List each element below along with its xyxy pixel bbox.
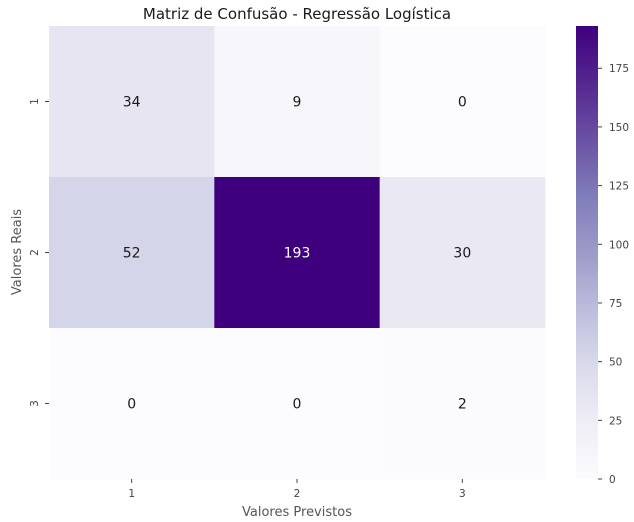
colorbar-tick-label: 150 xyxy=(609,122,629,134)
cell-value-label: 9 xyxy=(293,95,302,111)
x-axis-label: Valores Previstos xyxy=(242,505,352,520)
heatmap-cell xyxy=(49,328,215,480)
x-tick-label: 2 xyxy=(294,488,301,500)
colorbar xyxy=(576,26,598,479)
heatmap-cell xyxy=(379,328,546,480)
x-tick-labels: 1 2 3 xyxy=(128,479,466,500)
cell-value-label: 193 xyxy=(284,246,311,262)
y-tick-label: 3 xyxy=(29,400,41,407)
chart-title: Matriz de Confusão - Regressão Logística xyxy=(143,5,451,23)
colorbar-tick-label: 25 xyxy=(609,415,622,427)
x-tick-label: 3 xyxy=(459,488,466,500)
heatmap-cell xyxy=(214,26,381,178)
heatmap-cells xyxy=(49,26,546,480)
cell-value-label: 0 xyxy=(293,397,302,413)
cell-value-label: 34 xyxy=(123,95,141,111)
heatmap-cell xyxy=(49,26,215,178)
colorbar-ticks: 0 25 50 75 100 125 150 175 xyxy=(598,63,629,486)
heatmap-annotations: 34 9 0 52 193 30 0 0 2 xyxy=(123,95,471,413)
heatmap-cell xyxy=(379,26,546,178)
x-tick-label: 1 xyxy=(128,488,135,500)
colorbar-tick-label: 75 xyxy=(609,298,622,310)
heatmap-cell xyxy=(49,177,215,329)
heatmap-cell xyxy=(379,177,546,329)
colorbar-tick-label: 100 xyxy=(609,239,629,251)
colorbar-tick-label: 50 xyxy=(609,357,622,369)
colorbar-tick-label: 125 xyxy=(609,181,629,193)
y-tick-labels: 1 2 3 xyxy=(29,98,49,407)
colorbar-tick-label: 175 xyxy=(609,63,629,75)
heatmap-cell xyxy=(214,328,381,480)
cell-value-label: 0 xyxy=(458,95,467,111)
y-axis-label: Valores Reais xyxy=(10,209,25,295)
cell-value-label: 52 xyxy=(123,246,141,262)
heatmap-cell xyxy=(214,177,381,329)
cell-value-label: 0 xyxy=(127,397,136,413)
y-tick-label: 1 xyxy=(29,98,41,105)
y-tick-label: 2 xyxy=(29,249,41,256)
cell-value-label: 30 xyxy=(453,246,471,262)
colorbar-tick-label: 0 xyxy=(609,474,616,486)
cell-value-label: 2 xyxy=(458,397,467,413)
